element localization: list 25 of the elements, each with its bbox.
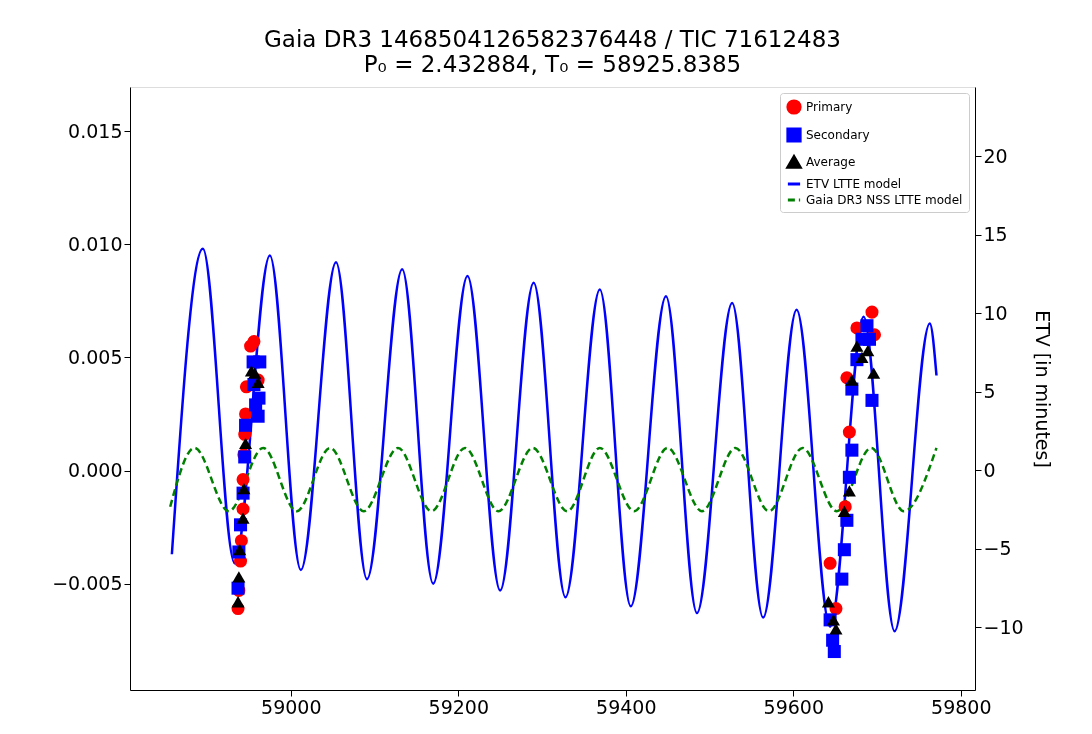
y2-tick-label: −5 xyxy=(983,537,1012,560)
legend-label: Gaia DR3 NSS LTTE model xyxy=(806,193,963,207)
x-tick-label: 59200 xyxy=(428,695,490,718)
y2-tick-label: 20 xyxy=(983,144,1008,167)
legend-label: Primary xyxy=(806,100,853,114)
y-tick-label: 0.015 xyxy=(68,119,123,142)
y-tick-label: 0.010 xyxy=(68,232,123,255)
y2-tick-label: 5 xyxy=(983,380,996,403)
chart-title: Gaia DR3 1468504126582376448 / TIC 71612483 xyxy=(263,26,842,52)
y-tick-label: 0.000 xyxy=(68,459,123,482)
x-tick-label: 59400 xyxy=(596,695,657,718)
x-tick-label: 59600 xyxy=(763,695,824,718)
x-tick-label: 59000 xyxy=(261,695,322,718)
chart-subtitle: P₀ = 2.432884, T₀ = 58925.8385 xyxy=(363,51,742,77)
legend-label: ETV LTTE model xyxy=(806,177,902,191)
y2-tick-label: 15 xyxy=(983,223,1008,246)
x-tick-label: 59800 xyxy=(931,695,992,718)
y-tick-label: −0.005 xyxy=(52,572,123,595)
legend-label: Secondary xyxy=(806,128,870,142)
y2-tick-label: 10 xyxy=(983,301,1008,324)
y2-tick-label: −10 xyxy=(983,615,1024,638)
legend-label: Average xyxy=(806,155,856,169)
y2-tick-label: 0 xyxy=(983,458,996,481)
y2-axis-title: ETV [in minutes] xyxy=(1031,310,1054,468)
y-tick-label: 0.005 xyxy=(68,345,123,368)
